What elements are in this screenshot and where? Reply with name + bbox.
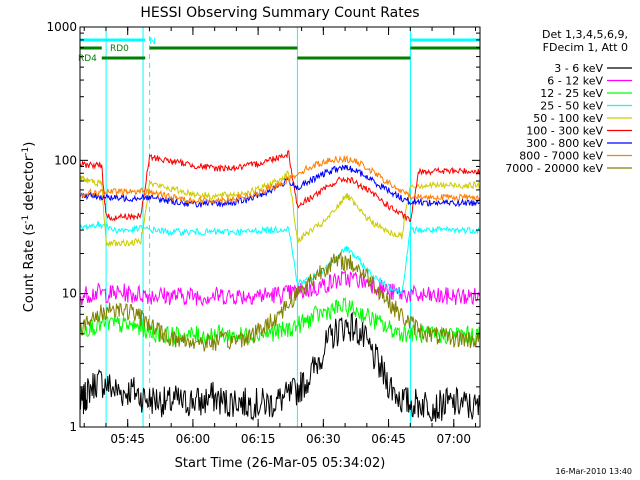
y-tick-label-3: 1000 [46, 20, 77, 34]
series-line-1 [80, 270, 480, 307]
x-tick-label-2: 06:15 [241, 432, 276, 446]
y-tick-label-1: 10 [62, 287, 77, 301]
y-axis-label: Count Rate (s-1 detector-1) [21, 142, 37, 313]
legend-label-4: 50 - 100 keV [533, 112, 603, 125]
legend-label-7: 800 - 7000 keV [519, 150, 603, 163]
mode-marker-label-0: N [149, 37, 156, 47]
mode-marker-label-2: RD4 [78, 54, 97, 64]
legend-label-0: 3 - 6 keV [554, 62, 603, 75]
legend-label-6: 300 - 800 keV [526, 137, 603, 150]
y-tick-label-0: 1 [69, 420, 77, 434]
y-axis-label-sup1: -1 [21, 215, 31, 224]
legend-label-2: 12 - 25 keV [540, 87, 603, 100]
series-line-3 [80, 221, 480, 296]
y-axis-label-sup2: -1 [21, 147, 31, 156]
plot-area [80, 27, 480, 427]
y-tick-label-2: 100 [54, 153, 77, 167]
x-tick-label-5: 07:00 [436, 432, 471, 446]
y-axis-label-part1: Count Rate (s [22, 224, 37, 313]
y-axis-label-part2: detector [22, 155, 37, 215]
legend-label-8: 7000 - 20000 keV [505, 162, 603, 175]
chart-title: HESSI Observing Summary Count Rates [140, 5, 419, 21]
legend-label-5: 100 - 300 keV [526, 125, 603, 138]
series-line-2 [80, 296, 480, 346]
series-line-7 [80, 155, 480, 205]
mode-marker-label-1: RD0 [110, 44, 129, 54]
legend-label-1: 6 - 12 keV [547, 75, 603, 88]
x-axis-label: Start Time (26-Mar-05 05:34:02) [175, 456, 386, 471]
legend-header-1: FDecim 1, Att 0 [543, 41, 628, 54]
x-tick-label-1: 06:00 [176, 432, 211, 446]
series-line-0 [80, 311, 480, 422]
series-line-5 [80, 150, 480, 222]
legend: Det 1,3,4,5,6,9,FDecim 1, Att 0 3 - 6 keV… [505, 28, 632, 175]
x-tick-label-0: 05:45 [110, 432, 145, 446]
series-line-4 [80, 170, 480, 248]
footer-timestamp: 16-Mar-2010 13:40 [556, 467, 633, 476]
x-tick-label-3: 06:30 [306, 432, 341, 446]
y-axis-label-part3: ) [22, 142, 37, 147]
legend-header-0: Det 1,3,4,5,6,9, [542, 28, 628, 41]
legend-label-3: 25 - 50 keV [540, 100, 603, 113]
series-line-8 [80, 251, 480, 352]
x-tick-label-4: 06:45 [371, 432, 406, 446]
